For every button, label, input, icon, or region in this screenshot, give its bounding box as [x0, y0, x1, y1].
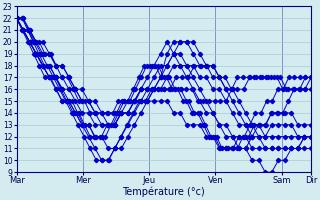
X-axis label: Température (°c): Température (°c) — [123, 187, 205, 197]
